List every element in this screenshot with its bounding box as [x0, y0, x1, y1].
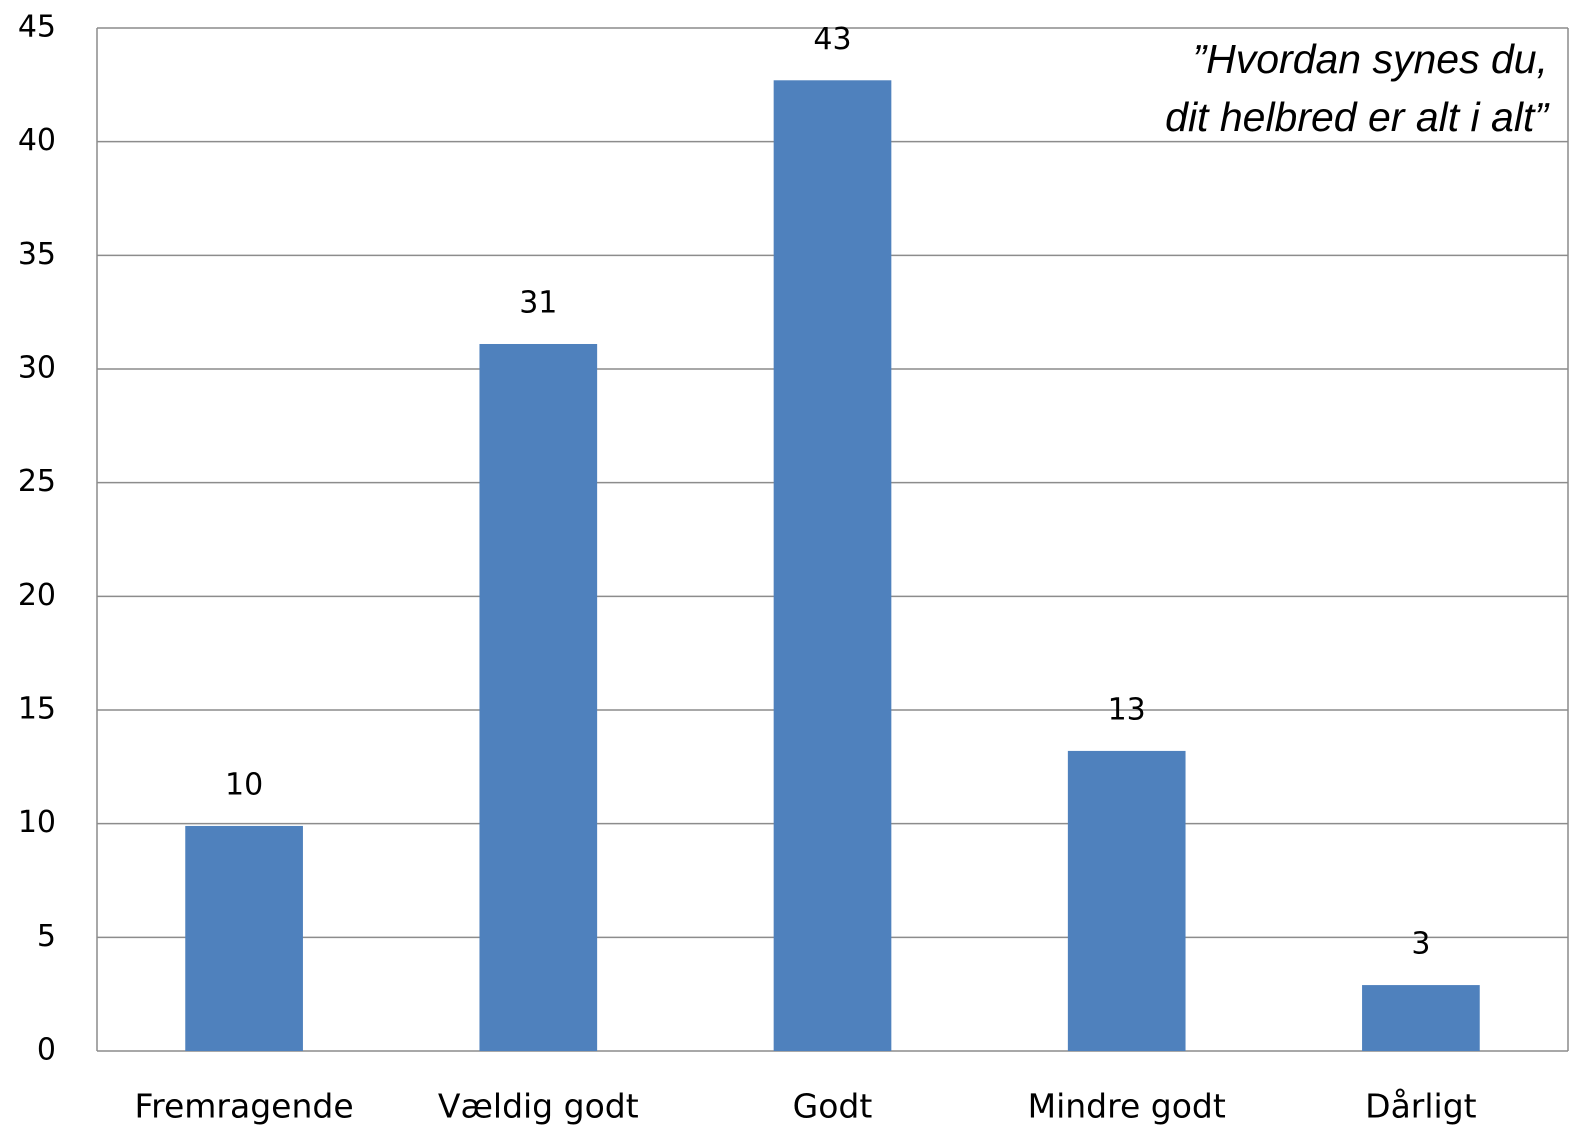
data-label: 43 [813, 22, 851, 57]
y-tick-label: 0 [37, 1033, 56, 1068]
y-tick-label: 30 [18, 351, 56, 386]
y-tick-label: 35 [18, 237, 56, 272]
data-label: 3 [1411, 927, 1430, 962]
bar [773, 80, 892, 1051]
data-label: 10 [225, 767, 263, 802]
x-tick-label: Godt [793, 1087, 873, 1126]
x-tick-label: Mindre godt [1028, 1087, 1226, 1126]
x-tick-label: Dårligt [1365, 1087, 1476, 1126]
bar [1067, 750, 1186, 1051]
x-tick-label: Fremragende [135, 1087, 354, 1126]
y-tick-label: 5 [37, 919, 56, 954]
x-tick-label: Vældig godt [438, 1087, 639, 1126]
data-label: 31 [519, 285, 557, 320]
y-tick-label: 25 [18, 464, 56, 499]
annotation: ”Hvordan synes du, [1192, 36, 1548, 82]
y-tick-label: 20 [18, 578, 56, 613]
bar [479, 343, 598, 1051]
y-tick-label: 10 [18, 805, 56, 840]
bar [1362, 985, 1480, 1051]
y-tick-label: 40 [18, 123, 56, 158]
data-label: 13 [1108, 692, 1146, 727]
y-tick-label: 45 [18, 10, 56, 45]
bar [185, 825, 303, 1051]
annotation: dit helbred er alt i alt” [1165, 94, 1550, 140]
y-tick-label: 15 [18, 692, 56, 727]
